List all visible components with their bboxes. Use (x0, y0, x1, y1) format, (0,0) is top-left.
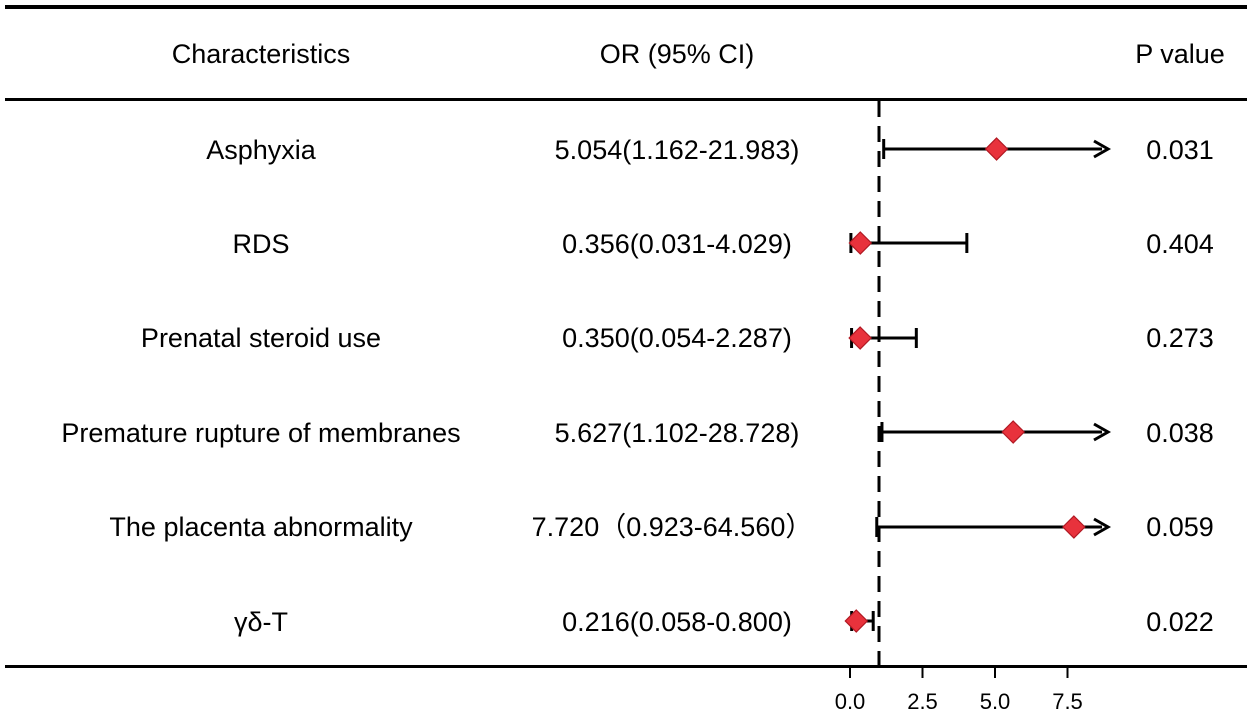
x-tick-label: 2.5 (907, 689, 938, 714)
top-rule (5, 5, 1247, 9)
row-label-gamma-delta-t: γδ-T (233, 607, 289, 637)
x-tick-label: 0.0 (835, 689, 866, 714)
row-p-rds: 0.404 (1146, 229, 1214, 259)
header-p-value: P value (1135, 39, 1225, 69)
bottom-rule (5, 665, 1247, 668)
row-p-prenatal-steroid: 0.273 (1146, 323, 1214, 353)
header-or-ci: OR (95% CI) (599, 39, 755, 69)
row-p-gamma-delta-t: 0.022 (1146, 607, 1214, 637)
row-or-rds: 0.356(0.031-4.029) (562, 229, 792, 259)
row-label-premature-rupture: Premature rupture of membranes (61, 418, 461, 448)
ci-arrow-premature-rupture-of-membranes (1093, 422, 1112, 442)
ci-arrow-the-placenta-abnormality (1093, 517, 1112, 537)
point-estimate--t (844, 609, 869, 633)
ci-arrow-asphyxia (1093, 139, 1112, 159)
row-or-placenta: 7.720（0.923-64.560） (531, 512, 813, 542)
point-estimate-premature-rupture-of-membranes (1001, 420, 1026, 444)
header-rule (5, 98, 1247, 101)
row-or-gamma-delta-t: 0.216(0.058-0.800) (562, 607, 792, 637)
point-estimate-rds (848, 231, 873, 255)
point-estimate-the-placenta-abnormality (1062, 515, 1086, 539)
row-p-placenta: 0.059 (1146, 512, 1214, 542)
row-label-prenatal-steroid: Prenatal steroid use (140, 323, 382, 353)
row-label-placenta: The placenta abnormality (109, 512, 413, 542)
row-or-premature-rupture: 5.627(1.102-28.728) (554, 418, 800, 448)
row-label-rds: RDS (232, 229, 290, 259)
x-tick-label: 5.0 (980, 689, 1011, 714)
row-or-asphyxia: 5.054(1.162-21.983) (554, 135, 800, 165)
x-tick-label: 7.5 (1052, 689, 1083, 714)
point-estimate-prenatal-steroid-use (848, 326, 872, 350)
point-estimate-asphyxia (984, 137, 1009, 161)
header-characteristics: Characteristics (171, 39, 351, 69)
row-label-asphyxia: Asphyxia (206, 135, 316, 165)
row-p-asphyxia: 0.031 (1146, 135, 1214, 165)
row-or-prenatal-steroid: 0.350(0.054-2.287) (562, 323, 792, 353)
row-p-premature-rupture: 0.038 (1146, 418, 1214, 448)
